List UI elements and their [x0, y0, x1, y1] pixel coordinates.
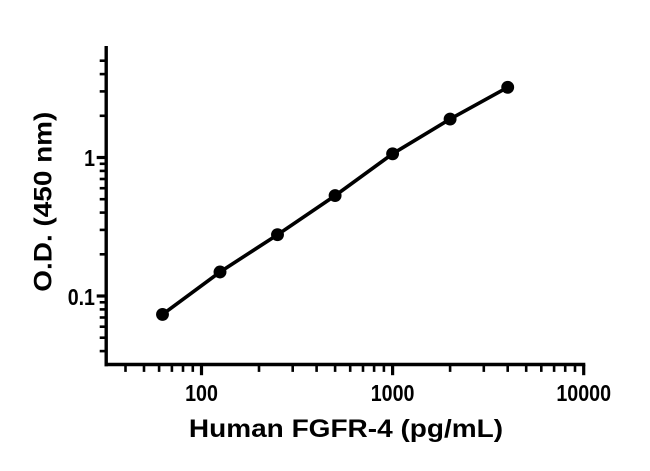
svg-text:O.D. (450 nm): O.D. (450 nm) — [30, 112, 58, 292]
svg-text:100: 100 — [185, 380, 218, 406]
svg-text:Human FGFR-4 (pg/mL): Human FGFR-4 (pg/mL) — [189, 415, 503, 443]
svg-text:10000: 10000 — [556, 380, 611, 406]
svg-text:1: 1 — [84, 145, 95, 171]
svg-text:1000: 1000 — [371, 380, 415, 406]
svg-text:0.1: 0.1 — [68, 284, 95, 310]
